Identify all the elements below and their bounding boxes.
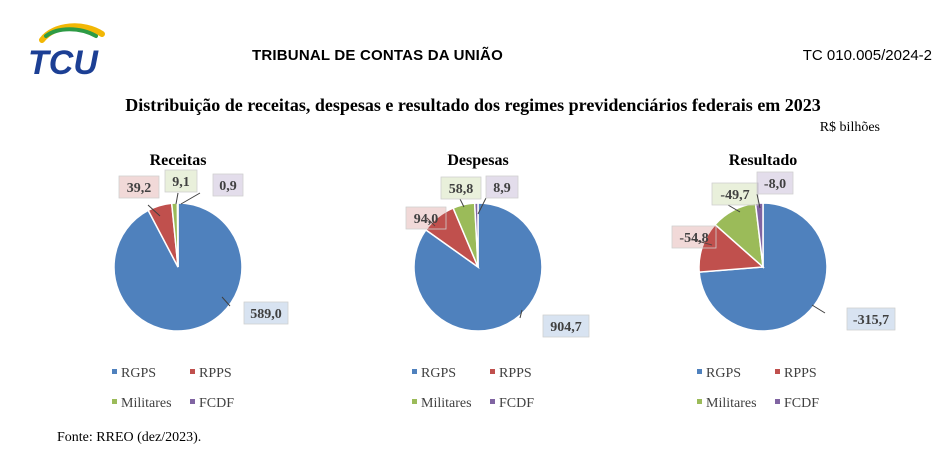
data-label-box [756, 171, 794, 195]
data-label-rgps: 904,7 [550, 320, 582, 335]
leader-line [180, 192, 201, 205]
legend-marker-militares [697, 399, 702, 404]
leader-line [477, 197, 487, 215]
chart-title: Despesas [447, 152, 508, 169]
organization-name: TRIBUNAL DE CONTAS DA UNIÃO [252, 47, 503, 64]
data-label-militares: -49,7 [720, 188, 749, 203]
legend-label-rpps: RPPS [199, 366, 232, 381]
leader-line [693, 239, 713, 246]
data-label-fcdf: -8,0 [764, 177, 786, 192]
pie-chart-resultado: Resultado -315,7 -54,8 -49,7 -8,0 RGPS RPPS Mil… [671, 152, 896, 411]
tcu-logo: TCU [28, 23, 105, 80]
pie-chart-despesas: Despesas 904,7 94,0 58,8 8,9 RGPS RPPS Militare… [405, 152, 590, 411]
legend-label-rpps: RPPS [499, 366, 532, 381]
data-label-box [405, 206, 447, 230]
legend-label-militares: Militares [121, 396, 172, 411]
legend-label-fcdf: FCDF [199, 396, 234, 411]
leader-line [727, 204, 741, 213]
pie-slice-fcdf [176, 202, 179, 268]
pie-chart-receitas: Receitas 589,0 39,2 9,1 0,9 RGPS RPPS Militares… [112, 152, 289, 411]
svg-text:TCU: TCU [28, 44, 99, 80]
legend-label-rgps: RGPS [706, 366, 741, 381]
leader-line [221, 296, 231, 307]
legend-marker-fcdf [775, 399, 780, 404]
leader-line [175, 192, 179, 205]
chart-title: Resultado [729, 152, 797, 169]
legend-marker-rpps [190, 369, 195, 374]
legend-marker-fcdf [190, 399, 195, 404]
leader-line [426, 217, 436, 227]
legend-label-rgps: RGPS [421, 366, 456, 381]
pie-slice-fcdf [473, 202, 479, 268]
leader-line [147, 204, 161, 217]
data-label-militares: 9,1 [172, 175, 190, 190]
data-label-rpps: 94,0 [414, 212, 439, 227]
legend-marker-rpps [490, 369, 495, 374]
data-label-box [846, 307, 896, 331]
data-label-box [212, 173, 244, 197]
data-label-box [542, 314, 590, 338]
data-label-rpps: 39,2 [127, 181, 152, 196]
leader-line [811, 304, 826, 314]
unit-label: R$ bilhões [819, 120, 880, 135]
source-note: Fonte: RREO (dez/2023). [57, 430, 202, 445]
data-label-box [485, 175, 519, 199]
leader-line [459, 198, 465, 208]
data-label-box [164, 169, 198, 193]
legend-label-rpps: RPPS [784, 366, 817, 381]
chart-title: Receitas [150, 152, 207, 169]
data-label-fcdf: 8,9 [493, 181, 511, 196]
data-label-box [671, 225, 717, 249]
data-label-fcdf: 0,9 [219, 179, 237, 194]
legend-marker-rgps [412, 369, 417, 374]
data-label-militares: 58,8 [449, 182, 474, 197]
data-label-box [440, 176, 482, 200]
legend-label-militares: Militares [421, 396, 472, 411]
legend-label-rgps: RGPS [121, 366, 156, 381]
legend-marker-rpps [775, 369, 780, 374]
data-label-box [118, 175, 160, 199]
legend-marker-militares [412, 399, 417, 404]
legend-label-militares: Militares [706, 396, 757, 411]
legend-label-fcdf: FCDF [784, 396, 819, 411]
figure-title: Distribuição de receitas, despesas e res… [125, 95, 821, 115]
leader-line [519, 309, 523, 319]
pie-slice-rgps [413, 202, 543, 332]
data-label-rgps: -315,7 [853, 313, 889, 328]
legend-marker-fcdf [490, 399, 495, 404]
legend-marker-rgps [112, 369, 117, 374]
data-label-rgps: 589,0 [250, 307, 282, 322]
process-number: TC 010.005/2024-2 [802, 47, 932, 64]
data-label-box [243, 301, 289, 325]
legend-marker-rgps [697, 369, 702, 374]
legend-label-fcdf: FCDF [499, 396, 534, 411]
legend-marker-militares [112, 399, 117, 404]
data-label-rpps: -54,8 [679, 231, 708, 246]
leader-line [756, 193, 761, 209]
